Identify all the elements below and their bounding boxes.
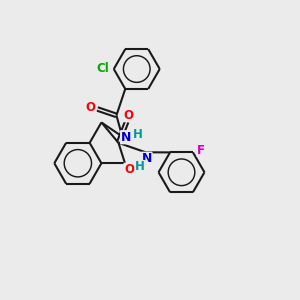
Text: H: H	[133, 128, 142, 141]
Text: O: O	[124, 163, 134, 176]
Text: O: O	[124, 109, 134, 122]
Text: N: N	[121, 131, 131, 144]
Text: O: O	[86, 101, 96, 114]
Text: Cl: Cl	[96, 62, 109, 75]
Text: H: H	[135, 160, 145, 173]
Text: N: N	[142, 152, 152, 165]
Text: F: F	[197, 143, 205, 157]
